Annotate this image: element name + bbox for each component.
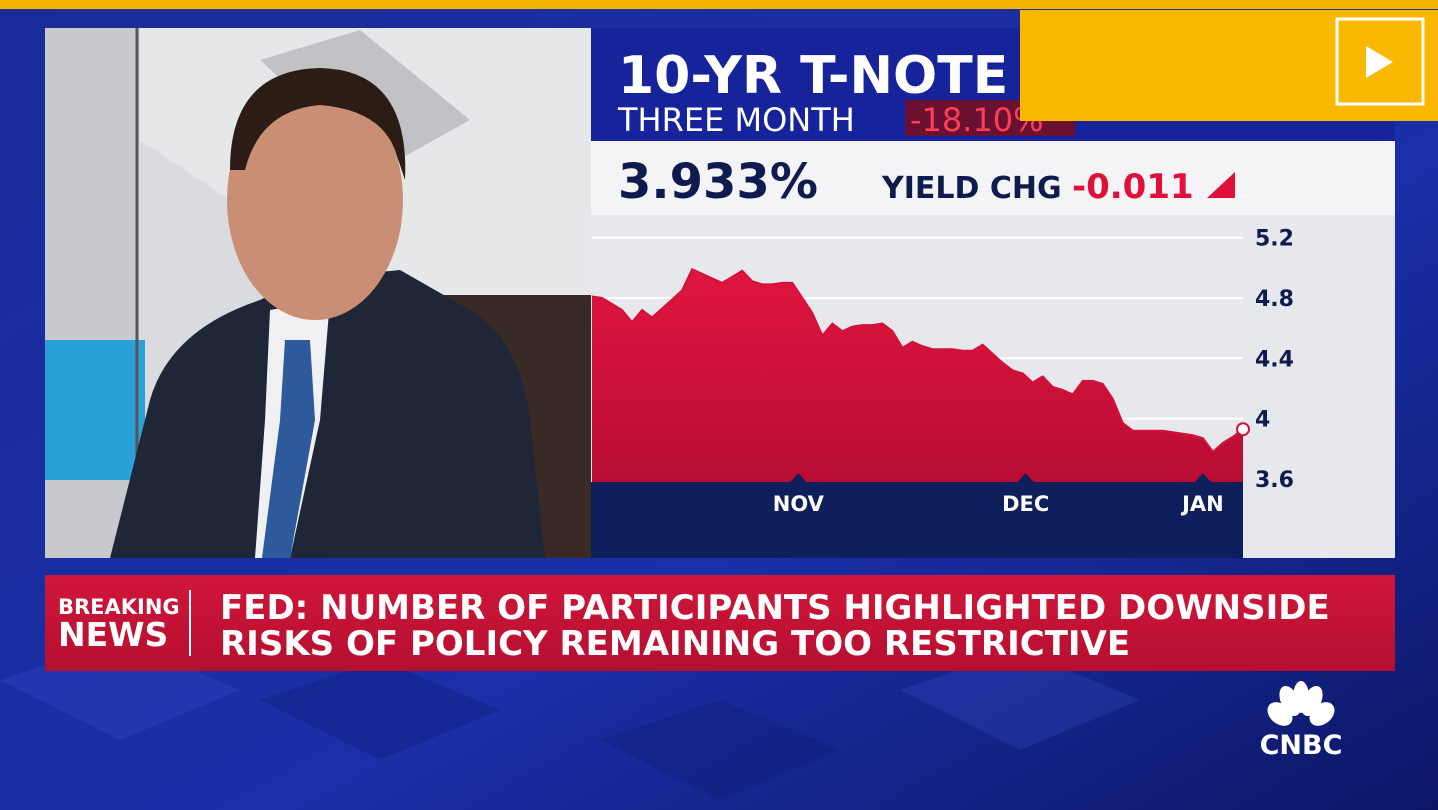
x-tick-label: JAN	[1180, 492, 1224, 516]
change-label: YIELD CHG	[881, 171, 1062, 206]
chart: 5.2 4.8 4.4 4 3.6 NOV DEC JAN	[591, 227, 1294, 516]
quote-box	[591, 141, 1395, 215]
area	[592, 269, 1243, 482]
y-tick-label: 4	[1255, 408, 1270, 433]
top-bar	[0, 0, 1438, 9]
change-value: -0.011	[1072, 167, 1194, 207]
guest-video	[45, 28, 591, 558]
last-point	[1236, 422, 1250, 437]
peacock-logo	[1267, 681, 1335, 726]
y-tick-label: 4.4	[1255, 347, 1294, 372]
play-button-frame[interactable]	[1335, 17, 1425, 106]
headline-line-1: FED: NUMBER OF PARTICIPANTS HIGHLIGHTED …	[220, 588, 1330, 628]
play-icon[interactable]	[1366, 46, 1393, 78]
chart-title: 10-YR T-NOTE	[618, 46, 1008, 106]
chart-subtitle: THREE MONTH	[617, 101, 855, 139]
x-tick-label: DEC	[1002, 492, 1049, 516]
play-button[interactable]	[1335, 17, 1425, 106]
x-axis-band	[591, 482, 1243, 558]
news-label: NEWS	[58, 615, 168, 654]
x-tick-notch	[1194, 473, 1211, 482]
area-line	[591, 267, 1244, 454]
down-triangle	[1207, 172, 1235, 198]
breaking-label: BREAKING	[58, 595, 180, 619]
logo-text: CNBC	[1260, 730, 1343, 761]
breaking-news-bar	[45, 575, 1395, 671]
x-tick-label: NOV	[773, 492, 825, 516]
y-tick-label: 4.8	[1255, 287, 1294, 312]
x-tick-notch	[1017, 473, 1034, 482]
headline-line-2: RISKS OF POLICY REMAINING TOO RESTRICTIV…	[220, 624, 1130, 664]
x-tick-notch	[790, 473, 807, 482]
price: 3.933%	[618, 154, 818, 210]
y-tick-label: 3.6	[1255, 468, 1294, 493]
y-tick-label: 5.2	[1255, 227, 1294, 252]
